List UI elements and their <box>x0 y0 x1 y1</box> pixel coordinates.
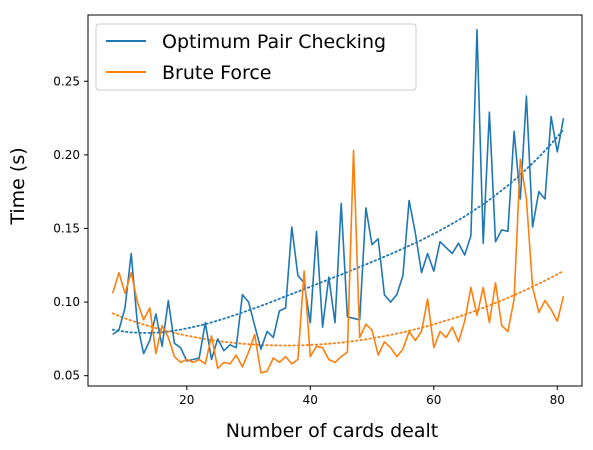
y-tick-label: 0.10 <box>53 295 80 309</box>
y-tick-label: 0.20 <box>53 148 80 162</box>
legend-label-brute-force: Brute Force <box>162 62 271 84</box>
x-tick-label: 40 <box>303 393 318 407</box>
x-axis-title: Number of cards dealt <box>226 420 438 442</box>
trend-line-brute-force <box>111 270 565 347</box>
axis-ticks: 20 40 60 80 0.05 0.10 0.15 0.20 0.25 <box>53 74 565 407</box>
legend-box <box>95 23 417 91</box>
y-tick-label: 0.05 <box>53 369 80 383</box>
plot-frame <box>87 14 583 387</box>
plot-area <box>111 28 565 374</box>
series-line-brute-force <box>111 149 565 374</box>
y-axis-title: Time (s) <box>7 147 29 225</box>
legend-label-optimum-pair-checking: Optimum Pair Checking <box>162 31 386 53</box>
x-tick-label: 80 <box>550 393 565 407</box>
x-tick-label: 20 <box>179 393 194 407</box>
legend: Optimum Pair Checking Brute Force <box>95 23 417 91</box>
y-tick-label: 0.25 <box>53 74 80 88</box>
x-tick-label: 60 <box>426 393 441 407</box>
y-tick-label: 0.15 <box>53 221 80 235</box>
